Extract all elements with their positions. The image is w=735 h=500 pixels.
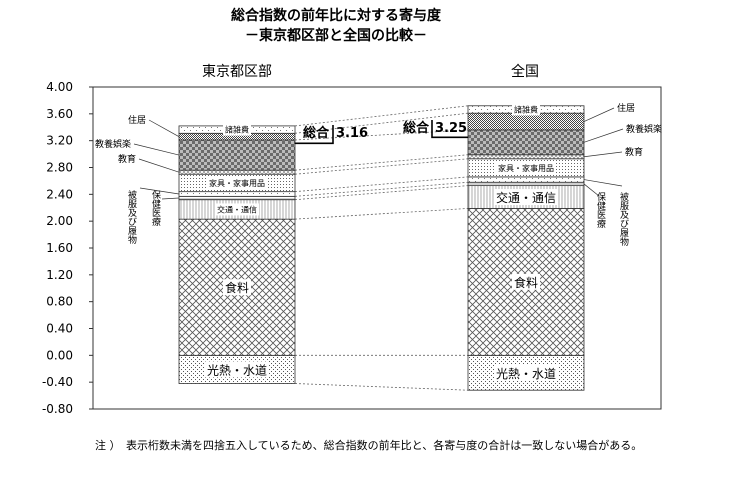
leader-line xyxy=(583,151,623,158)
bar-segment xyxy=(178,191,296,197)
chart-title: 総合指数の前年比に対する寄与度 xyxy=(231,7,442,24)
y-tick-label: 3.20 xyxy=(46,134,73,148)
side-label-right: 被服及び履物 xyxy=(618,191,629,247)
leader-line xyxy=(583,128,624,143)
segment-label-bg xyxy=(496,161,556,174)
category-label: 全国 xyxy=(511,63,539,80)
side-label-left: 教養娯楽 xyxy=(95,138,131,150)
bar-segment xyxy=(467,176,585,183)
segment-label-bg xyxy=(494,364,558,381)
total-label: 総合 xyxy=(403,120,430,136)
segment-label-bg xyxy=(512,103,540,116)
connector-line xyxy=(294,154,469,171)
segment-label: 家具・家事用品 xyxy=(209,178,265,188)
bar-segment xyxy=(467,112,585,131)
leader-line xyxy=(133,143,180,156)
segment-label: 光熱・水道 xyxy=(496,367,556,381)
side-label-left: 教育 xyxy=(118,153,136,165)
stacked-bars xyxy=(178,105,585,391)
connector-lines xyxy=(294,105,469,391)
leader-line xyxy=(583,107,615,122)
bar-segment xyxy=(467,129,585,156)
segment-label-bg xyxy=(207,176,267,189)
y-tick-label: 0.00 xyxy=(46,348,73,362)
side-label-right: 住居 xyxy=(617,102,635,114)
side-label-left: 保健医療 xyxy=(150,189,161,226)
total-labels: 総合 3.16 総合 3.25 xyxy=(295,120,468,145)
segment-label: 交通・通信 xyxy=(496,190,556,205)
segment-label: 交通・通信 xyxy=(217,204,257,214)
segment-label-bg xyxy=(205,361,269,378)
connector-line xyxy=(294,112,469,134)
side-label-left: 住居 xyxy=(128,114,146,126)
segment-label: 家具・家事用品 xyxy=(498,163,554,173)
segment-label: 光熱・水道 xyxy=(207,363,267,377)
leader-line xyxy=(138,158,180,173)
leader-line xyxy=(583,179,623,187)
segment-label-bg xyxy=(215,203,259,216)
y-tick-label: 2.40 xyxy=(46,187,73,201)
y-tick-label: 1.60 xyxy=(46,241,73,255)
leader-line xyxy=(148,119,180,137)
total-marker xyxy=(295,125,334,145)
segment-labels: 光熱・水道食料交通・通信家具・家事用品諸雑費光熱・水道食料交通・通信家具・家事用… xyxy=(205,103,558,381)
chart-subtitle: －東京都区部と全国の比較－ xyxy=(245,27,427,44)
side-label-right: 保健医療 xyxy=(595,191,606,228)
connector-line xyxy=(294,129,469,141)
side-label-left: 被服及び履物 xyxy=(126,189,137,245)
segment-label: 諸雑費 xyxy=(225,125,249,135)
bar-segment xyxy=(467,154,585,160)
leader-line xyxy=(161,197,180,200)
segment-label-bg xyxy=(494,189,558,206)
connector-line xyxy=(294,383,469,391)
bar-segment xyxy=(178,139,296,171)
total-marker xyxy=(431,120,468,139)
footnote: 注 ） 表示桁数未満を四捨五入しているため、総合指数の前年比と、各寄与度の合計は… xyxy=(95,438,642,452)
total-value: 3.25 xyxy=(435,121,467,136)
bar-segment xyxy=(178,169,296,175)
y-tick-label: 3.60 xyxy=(46,107,73,121)
segment-label: 諸雑費 xyxy=(514,104,538,114)
y-tick-label: 2.00 xyxy=(46,214,73,228)
segment-label-bg xyxy=(223,123,251,136)
bar-segment xyxy=(178,195,296,201)
category-label: 東京都区部 xyxy=(202,64,272,80)
total-value: 3.16 xyxy=(336,126,368,141)
segment-label-bg xyxy=(512,273,540,290)
y-tick-label: -0.40 xyxy=(42,375,73,389)
connector-line xyxy=(294,158,469,175)
y-tick-label: -0.80 xyxy=(42,402,73,416)
segment-label: 食料 xyxy=(225,280,249,295)
side-label-right: 教育 xyxy=(625,146,643,158)
y-axis: 4.00 3.60 3.20 2.80 2.40 2.00 1.60 1.20 0.80 0.40… xyxy=(42,80,93,416)
connector-line xyxy=(294,181,469,197)
leader-line xyxy=(139,187,180,195)
connector-line xyxy=(294,208,469,220)
y-tick-label: 4.00 xyxy=(46,80,73,94)
connector-line xyxy=(294,176,469,193)
leader-line xyxy=(583,183,600,197)
y-tick-label: 0.40 xyxy=(46,322,73,336)
bar-segment xyxy=(467,181,585,187)
y-tick-label: 0.80 xyxy=(46,295,73,309)
total-label: 総合 xyxy=(303,125,330,141)
segment-label-bg xyxy=(223,279,251,296)
y-tick-label: 1.20 xyxy=(46,268,73,282)
connector-line xyxy=(294,185,469,201)
connector-line xyxy=(294,105,469,127)
y-tick-label: 2.80 xyxy=(46,161,73,175)
side-label-right: 教養娯楽 xyxy=(626,123,662,135)
segment-label: 食料 xyxy=(514,275,538,290)
